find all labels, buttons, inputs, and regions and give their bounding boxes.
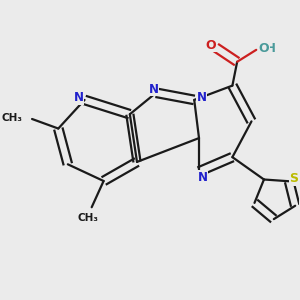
Text: N: N — [196, 91, 206, 104]
Text: CH₃: CH₃ — [2, 113, 22, 123]
Text: N: N — [149, 83, 159, 96]
Text: O: O — [206, 39, 216, 52]
Text: N: N — [198, 171, 208, 184]
Text: S: S — [290, 172, 298, 185]
Text: H: H — [266, 42, 276, 55]
Text: CH₃: CH₃ — [78, 213, 99, 223]
Text: O: O — [259, 42, 269, 55]
Text: N: N — [74, 91, 84, 104]
